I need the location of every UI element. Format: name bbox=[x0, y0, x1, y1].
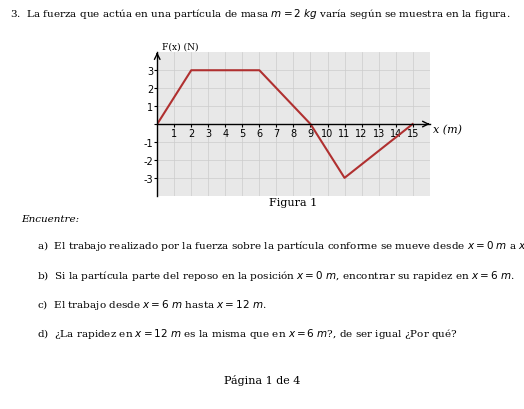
Text: x (m): x (m) bbox=[433, 125, 462, 135]
Text: Página 1 de 4: Página 1 de 4 bbox=[224, 374, 300, 385]
Text: c)  El trabajo desde $x = 6$ $m$ hasta $x = 12$ $m$.: c) El trabajo desde $x = 6$ $m$ hasta $x… bbox=[37, 297, 266, 311]
Text: Figura 1: Figura 1 bbox=[269, 198, 318, 207]
Text: 3.  La fuerza que actúa en una partícula de masa $m = 2$ $kg$ varía según se mue: 3. La fuerza que actúa en una partícula … bbox=[10, 7, 511, 21]
Text: b)  Si la partícula parte del reposo en la posición $x = 0$ $m$, encontrar su ra: b) Si la partícula parte del reposo en l… bbox=[37, 268, 515, 282]
Text: a)  El trabajo realizado por la fuerza sobre la partícula conforme se mueve desd: a) El trabajo realizado por la fuerza so… bbox=[37, 239, 524, 253]
Text: F(x) (N): F(x) (N) bbox=[162, 43, 199, 52]
Text: d)  ¿La rapidez en $x = 12$ $m$ es la misma que en $x = 6$ $m$?, de ser igual ¿P: d) ¿La rapidez en $x = 12$ $m$ es la mis… bbox=[37, 326, 457, 340]
Text: Encuentre:: Encuentre: bbox=[21, 214, 79, 223]
